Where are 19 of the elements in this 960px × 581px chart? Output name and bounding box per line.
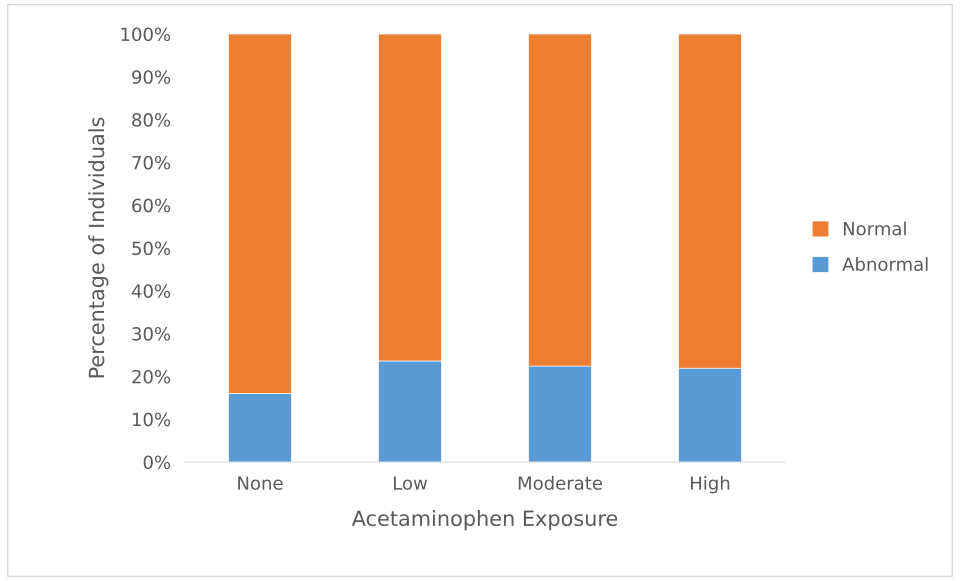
y-tick-label: 30% (132, 327, 170, 341)
y-axis-title: Percentage of Individuals (88, 118, 108, 378)
y-tick-label: 0% (144, 455, 170, 470)
x-tick-label: Moderate (518, 476, 602, 490)
y-tick-label: 10% (132, 412, 170, 426)
legend-label: Abnormal (842, 257, 928, 272)
x-tick-label: Low (394, 476, 428, 490)
y-tick-label: 50% (132, 241, 170, 256)
x-axis-title: Acetaminophen Exposure (352, 510, 618, 530)
y-tick-label: 60% (132, 198, 170, 212)
x-tick-label: None (238, 476, 283, 490)
y-tick-label: 100% (121, 27, 170, 42)
y-tick-label: 90% (132, 70, 170, 84)
y-tick-label: 70% (132, 156, 170, 170)
y-tick-label: 80% (132, 113, 170, 127)
y-tick-label: 20% (132, 370, 170, 384)
x-tick-label: High (691, 476, 730, 494)
y-tick-label: 40% (132, 284, 170, 298)
legend-label: Normal (844, 222, 906, 236)
